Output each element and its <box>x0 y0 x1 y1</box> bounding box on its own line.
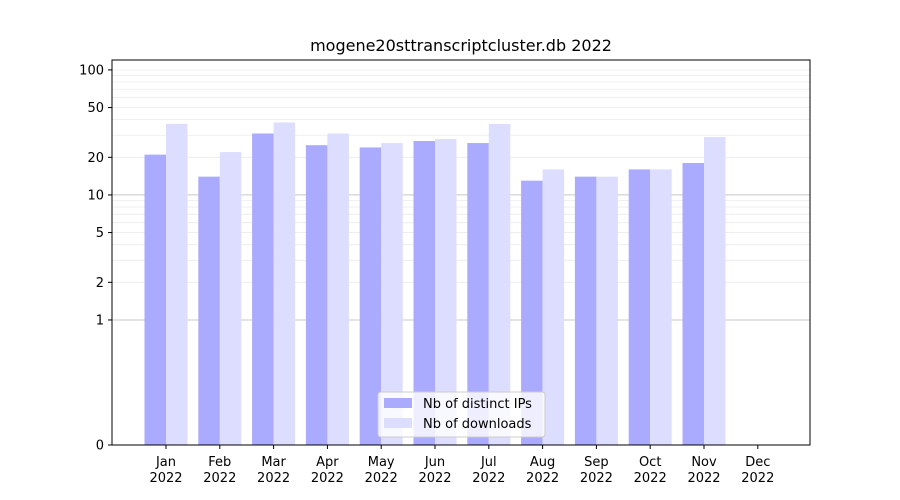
y-axis: 0 1 2 5 10 20 50 100 <box>79 63 112 454</box>
x-tick-label-month: Jan <box>155 455 176 470</box>
x-tick-label-year: 2022 <box>741 471 774 486</box>
plot-frame <box>111 59 811 446</box>
bar-ips-may <box>359 147 382 446</box>
bar-ips-aug <box>521 180 543 445</box>
bar-downloads-jul <box>488 123 511 445</box>
bar-ips-apr <box>305 145 328 445</box>
x-tick-label-month: Dec <box>745 455 770 470</box>
y-tick-label: 5 <box>96 226 104 241</box>
bar-ips-jul <box>467 143 489 445</box>
bar-downloads-feb <box>219 152 242 445</box>
x-tick-label-year: 2022 <box>526 471 559 486</box>
bar-ips-jan <box>144 154 166 446</box>
y-tick-label: 10 <box>87 188 104 203</box>
x-tick-label-month: May <box>368 455 395 470</box>
x-tick-label-year: 2022 <box>311 471 344 486</box>
x-tick-label-month: Jul <box>480 455 497 470</box>
bar-downloads-sep <box>596 176 618 445</box>
x-tick-label-month: Jun <box>424 455 445 470</box>
bar-ips-feb <box>198 176 220 445</box>
y-tick-label: 2 <box>96 276 104 291</box>
bar-downloads-oct <box>650 169 672 445</box>
bar-downloads-apr <box>327 133 349 445</box>
y-tick-label: 20 <box>87 151 104 166</box>
bar-ips-sep <box>574 176 597 445</box>
x-tick-label-year: 2022 <box>687 471 720 486</box>
legend-swatch-downloads <box>384 418 412 428</box>
x-tick-label-month: Apr <box>316 455 339 470</box>
legend-swatch-ips <box>384 398 412 408</box>
bar-ips-jun <box>413 140 435 445</box>
x-tick-label-month: Oct <box>639 455 661 470</box>
x-tick-label-year: 2022 <box>365 471 398 486</box>
bars-layer <box>144 122 726 446</box>
bar-downloads-aug <box>542 169 565 445</box>
x-tick-label-month: Aug <box>530 455 555 470</box>
x-tick-label-year: 2022 <box>580 471 613 486</box>
legend-box <box>377 391 546 438</box>
legend-label-ips: Nb of distinct IPs <box>423 397 532 412</box>
x-tick-label-month: Nov <box>691 455 717 470</box>
y-tick-label: 1 <box>96 313 104 328</box>
legend-label-downloads: Nb of downloads <box>423 417 532 432</box>
x-axis: Jan2022Feb2022Mar2022Apr2022May2022Jun20… <box>149 445 774 486</box>
x-tick-label-year: 2022 <box>634 471 667 486</box>
x-tick-label-year: 2022 <box>472 471 505 486</box>
bar-downloads-jan <box>166 123 188 445</box>
bar-downloads-mar <box>273 122 296 445</box>
x-tick-label-month: Mar <box>261 455 286 470</box>
bar-ips-nov <box>682 163 704 445</box>
x-tick-label-year: 2022 <box>149 471 182 486</box>
legend: Nb of distinct IPs Nb of downloads <box>377 391 546 438</box>
x-tick-label-year: 2022 <box>257 471 290 486</box>
bar-ips-mar <box>252 133 274 445</box>
bar-downloads-jun <box>435 139 457 445</box>
x-tick-label-year: 2022 <box>418 471 451 486</box>
x-tick-label-year: 2022 <box>203 471 236 486</box>
bar-downloads-may <box>381 143 403 445</box>
chart-title: mogene20sttranscriptcluster.db 2022 <box>310 36 612 55</box>
y-tick-label: 100 <box>79 63 104 78</box>
x-tick-label-month: Feb <box>208 455 231 470</box>
bar-downloads-nov <box>704 137 726 445</box>
x-tick-label-month: Sep <box>584 455 609 470</box>
y-tick-label: 50 <box>87 101 104 116</box>
y-tick-label: 0 <box>96 439 104 454</box>
bar-ips-oct <box>628 169 651 445</box>
